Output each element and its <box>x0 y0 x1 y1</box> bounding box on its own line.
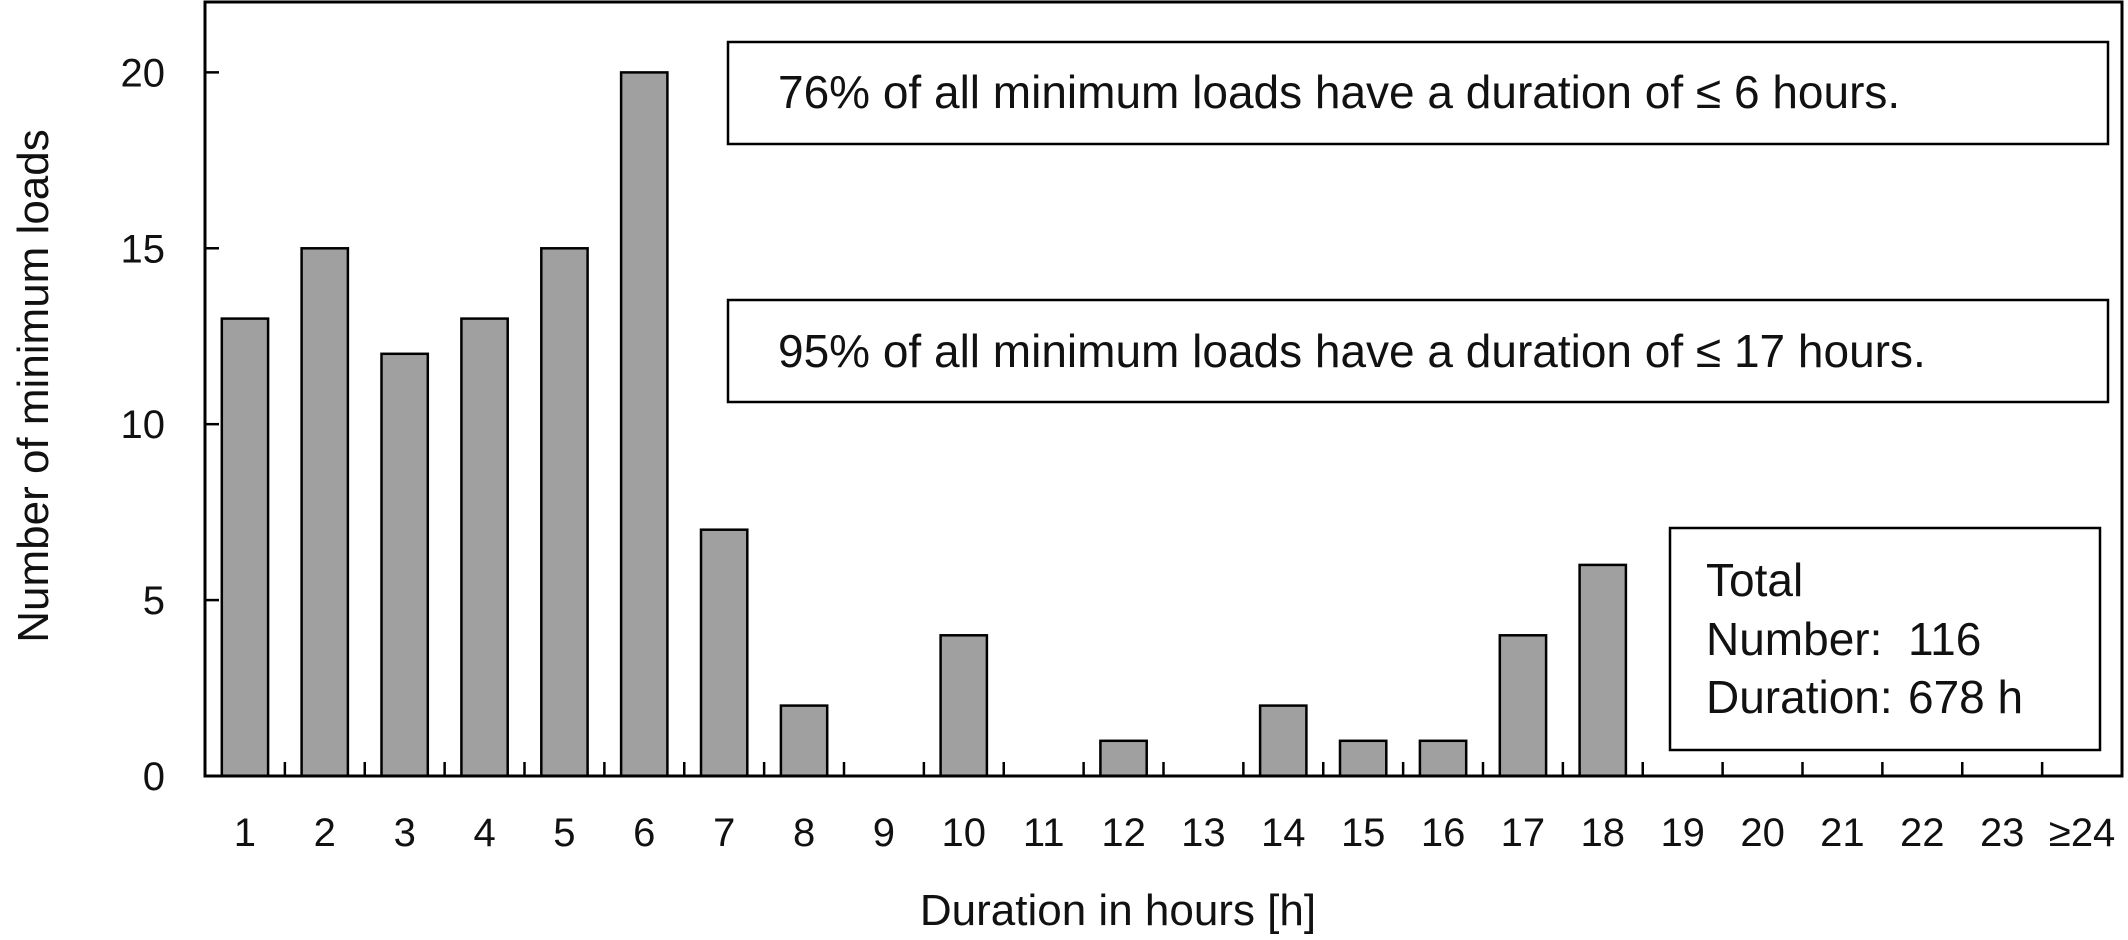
annotation-text-1: 76% of all minimum loads have a duration… <box>778 66 1900 118</box>
total-heading: Total <box>1706 554 1803 606</box>
x-tick-label: 9 <box>873 811 895 855</box>
bar-12 <box>1099 739 1148 778</box>
bar-16 <box>1418 739 1468 778</box>
x-tick-label: 14 <box>1261 811 1306 855</box>
x-tick-label: 16 <box>1421 811 1466 855</box>
y-tick-label: 0 <box>143 755 165 799</box>
total-box <box>1668 526 2102 752</box>
bars-layer <box>220 71 1628 778</box>
bar-2 <box>300 247 350 778</box>
x-tick-label: 23 <box>1980 811 2025 855</box>
x-tick-label: 12 <box>1101 811 1146 855</box>
annotation-box-1 <box>726 40 2110 146</box>
bar-1 <box>220 317 270 778</box>
x-tick-label: 7 <box>713 811 735 855</box>
y-ticks: 0 5 10 15 20 <box>121 51 219 799</box>
y-tick-label: 20 <box>121 51 166 95</box>
x-tick-label: 13 <box>1181 811 1226 855</box>
x-tick-label: 20 <box>1740 811 1785 855</box>
bar-17 <box>1498 634 1548 778</box>
annotation-box-2 <box>726 298 2110 404</box>
bar-10 <box>939 634 989 778</box>
x-axis-title: Duration in hours [h] <box>920 886 1316 935</box>
x-tick-label: 18 <box>1581 811 1626 855</box>
x-tick-label: 17 <box>1501 811 1546 855</box>
y-tick-label: 10 <box>121 403 166 447</box>
bar-8 <box>779 704 829 778</box>
total-duration-value: 678 h <box>1908 671 2023 723</box>
bar-6 <box>619 71 669 778</box>
bar-14 <box>1258 704 1308 778</box>
x-tick-label: 19 <box>1660 811 1705 855</box>
x-tick-label: 5 <box>553 811 575 855</box>
x-tick-label: 4 <box>473 811 495 855</box>
x-tick-label: 10 <box>942 811 987 855</box>
total-number-label: Number: <box>1706 613 1882 665</box>
y-axis-title: Number of minimum loads <box>9 129 58 643</box>
x-tick-label: 8 <box>793 811 815 855</box>
bar-5 <box>540 247 589 778</box>
x-tick-label: 1 <box>234 811 256 855</box>
x-tick-label: 11 <box>1023 811 1065 855</box>
y-tick-label: 5 <box>143 579 165 623</box>
total-number-value: 116 <box>1908 613 1981 665</box>
bar-4 <box>460 317 509 778</box>
x-tick-label: 2 <box>314 811 336 855</box>
bar-15 <box>1338 739 1388 778</box>
x-tick-label: ≥24 <box>2049 811 2115 855</box>
bar-3 <box>380 352 430 778</box>
bar-7 <box>699 528 749 778</box>
total-duration-label: Duration: <box>1706 671 1893 723</box>
x-tick-label: 6 <box>633 811 655 855</box>
x-tick-label: 15 <box>1341 811 1386 855</box>
x-tick-label: 22 <box>1900 811 1945 855</box>
y-tick-label: 15 <box>121 227 166 271</box>
x-tick-label: 3 <box>394 811 416 855</box>
annotation-text-2: 95% of all minimum loads have a duration… <box>778 325 1926 377</box>
bar-18 <box>1578 563 1628 778</box>
x-ticks: 1 2 3 4 5 6 7 8 9 10 11 12 13 14 15 16 17 18 19 20 21 22 23 ≥24 <box>203 762 2124 855</box>
x-tick-label: 21 <box>1820 811 1865 855</box>
